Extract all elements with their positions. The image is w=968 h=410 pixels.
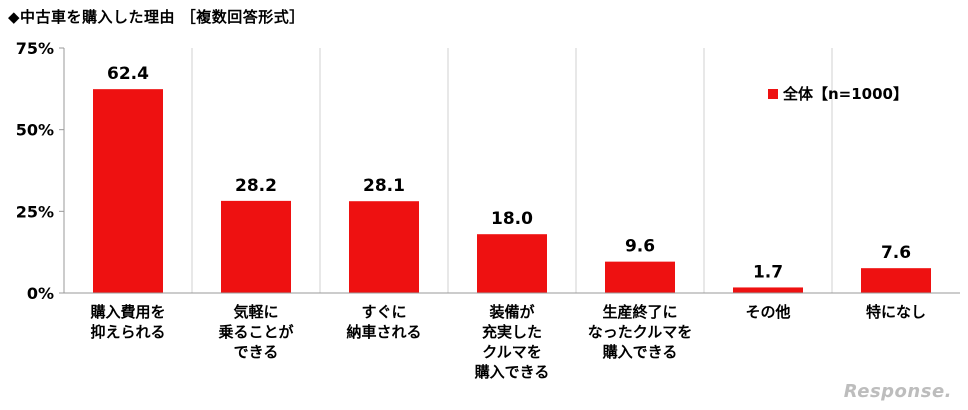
bar: [221, 200, 291, 293]
category-label: 気軽に 乗ることが できる: [218, 303, 294, 361]
bar-value-label: 62.4: [107, 64, 149, 84]
chart-title: ◆中古車を購入した理由 ［複数回答形式］: [8, 8, 305, 26]
category-label: 購入費用を 抑えられる: [90, 303, 166, 341]
bar-value-label: 28.1: [363, 176, 405, 196]
y-tick-label: 0%: [27, 284, 54, 303]
bar: [605, 261, 675, 293]
bar: [861, 268, 931, 293]
bar: [349, 201, 419, 293]
category-label: 特になし: [865, 303, 926, 321]
bar-value-label: 9.6: [625, 237, 655, 257]
category-label: その他: [745, 303, 791, 321]
bar-value-label: 7.6: [881, 243, 911, 263]
y-tick-label: 75%: [16, 39, 54, 58]
legend-swatch: [768, 89, 778, 99]
category-label: 装備が 充実した クルマを 購入できる: [474, 303, 550, 381]
bar: [733, 287, 803, 293]
response-watermark-logo: Response.: [843, 381, 952, 402]
grid-layer: [191, 48, 833, 293]
axis-layer: 0% 25% 50% 75%: [16, 39, 960, 303]
category-label: すぐに 納車される: [346, 303, 422, 341]
label-layer: 62.4 28.2 28.1 18.0 9.6 1.7 7.6: [107, 64, 911, 282]
y-tick-label: 25%: [16, 202, 54, 221]
legend-label: 全体【n=1000】: [782, 85, 908, 103]
bar-layer: [93, 89, 931, 293]
y-tick-label: 50%: [16, 121, 54, 140]
bar-value-label: 1.7: [753, 262, 783, 282]
bar-value-label: 28.2: [235, 176, 277, 196]
bar: [93, 89, 163, 293]
bar: [477, 234, 547, 293]
category-label: 生産終了に なったクルマを 購入できる: [587, 303, 693, 361]
bar-value-label: 18.0: [491, 209, 533, 229]
legend: 全体【n=1000】: [768, 85, 908, 103]
